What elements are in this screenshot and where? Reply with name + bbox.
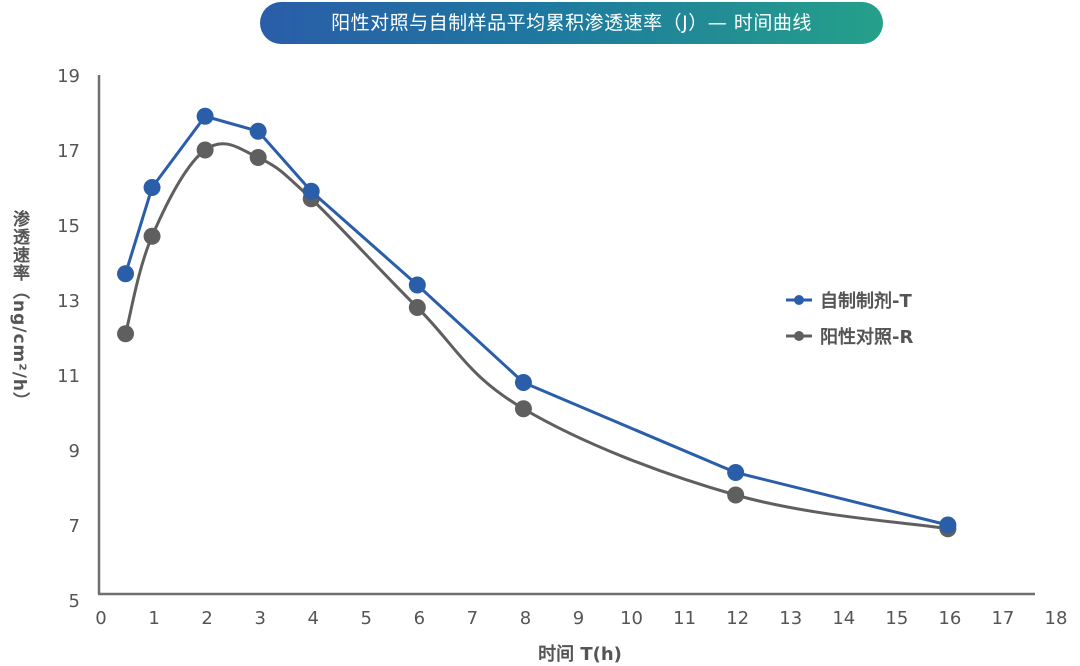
data-point-marker bbox=[117, 325, 135, 343]
series-line bbox=[124, 142, 949, 531]
legend: 自制制剂-T 阳性对照-R bbox=[786, 290, 913, 348]
data-point-marker bbox=[143, 227, 161, 245]
legend-label: 阳性对照-R bbox=[820, 326, 913, 348]
data-point-marker bbox=[196, 141, 214, 159]
x-tick-label: 13 bbox=[779, 608, 802, 629]
y-tick-label: 19 bbox=[57, 66, 80, 87]
x-tick-label: 8 bbox=[520, 608, 531, 629]
x-tick-label: 0 bbox=[95, 608, 106, 629]
x-tick-label: 3 bbox=[254, 608, 265, 629]
y-tick-label: 11 bbox=[57, 366, 80, 387]
data-point-marker bbox=[939, 516, 957, 534]
chart-title: 阳性对照与自制样品平均累积渗透速率（J）— 时间曲线 bbox=[260, 2, 883, 44]
data-point-marker bbox=[249, 149, 267, 166]
y-axis-title: 渗透速率（ng/cm²/h） bbox=[9, 210, 29, 411]
data-point-marker bbox=[196, 107, 214, 125]
x-tick-label: 18 bbox=[1045, 608, 1068, 629]
x-tick-label: 14 bbox=[832, 608, 855, 629]
y-tick-label: 7 bbox=[69, 516, 80, 537]
x-tick-label: 2 bbox=[201, 608, 212, 629]
legend-marker-icon bbox=[794, 331, 804, 341]
data-point-marker bbox=[249, 122, 267, 140]
x-tick-label: 16 bbox=[938, 608, 961, 629]
x-tick-label: 11 bbox=[673, 608, 696, 629]
y-tick-label: 15 bbox=[57, 216, 80, 237]
data-point-marker bbox=[143, 179, 161, 196]
legend-label: 自制制剂-T bbox=[820, 290, 912, 312]
axes bbox=[97, 75, 1035, 596]
data-point-marker bbox=[408, 299, 426, 316]
y-tick-label: 9 bbox=[69, 441, 80, 462]
data-point-marker bbox=[727, 486, 745, 504]
data-series bbox=[117, 107, 957, 538]
y-axis-ticks: 5 7 9 11 13 15 17 19 bbox=[57, 66, 80, 612]
data-point-marker bbox=[727, 464, 745, 481]
x-tick-label: 4 bbox=[307, 608, 318, 629]
x-tick-label: 1 bbox=[148, 608, 159, 629]
y-tick-label: 17 bbox=[57, 141, 80, 162]
x-tick-label: 12 bbox=[726, 608, 749, 629]
x-tick-label: 9 bbox=[573, 608, 584, 629]
data-point-marker bbox=[408, 276, 426, 294]
y-tick-label: 13 bbox=[57, 291, 80, 312]
series-line bbox=[124, 114, 949, 527]
data-point-marker bbox=[514, 400, 532, 418]
y-tick-label: 5 bbox=[69, 591, 80, 612]
legend-marker-icon bbox=[794, 295, 804, 305]
x-tick-label: 6 bbox=[414, 608, 425, 629]
series-test bbox=[117, 107, 957, 534]
x-tick-label: 15 bbox=[885, 608, 908, 629]
x-tick-label: 7 bbox=[467, 608, 478, 629]
x-tick-label: 5 bbox=[361, 608, 372, 629]
x-tick-label: 10 bbox=[620, 608, 643, 629]
data-point-marker bbox=[117, 265, 135, 283]
data-point-marker bbox=[514, 374, 532, 391]
x-axis-ticks: 0 1 2 3 4 5 6 7 8 9 10 11 12 13 14 15 16 17 18 bbox=[95, 608, 1067, 629]
x-axis-title: 时间 T(h) bbox=[538, 644, 622, 665]
data-point-marker bbox=[302, 182, 320, 200]
x-tick-label: 17 bbox=[991, 608, 1014, 629]
